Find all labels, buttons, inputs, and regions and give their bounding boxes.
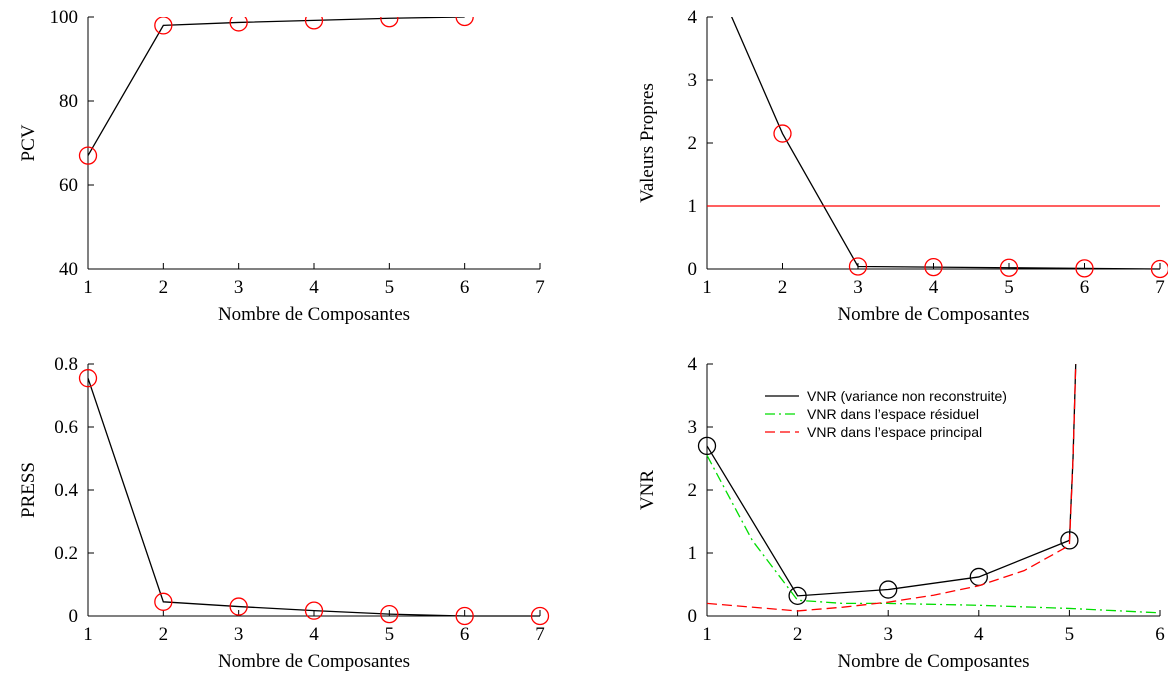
- x-tick-label: 7: [535, 277, 545, 298]
- data-point: [773, 124, 792, 143]
- data-point: [697, 436, 717, 456]
- x-tick-label: 7: [535, 624, 545, 645]
- data-point: [304, 17, 324, 30]
- y-axis-label: PCV: [18, 124, 39, 161]
- y-tick-label: 4: [688, 7, 698, 28]
- x-tick-label: 6: [460, 277, 470, 298]
- data-point: [530, 606, 550, 626]
- plot-area: [707, 17, 1168, 279]
- x-tick-label: 1: [702, 277, 712, 298]
- x-tick-label: 3: [853, 277, 863, 298]
- data-point: [999, 258, 1019, 277]
- data-point: [154, 17, 173, 35]
- series-line-1: [731, 17, 1161, 270]
- x-tick-label: 1: [702, 624, 712, 645]
- data-point: [154, 592, 173, 611]
- y-tick-label: 0.4: [54, 480, 78, 501]
- y-tick-label: 0: [688, 606, 698, 627]
- data-point: [1060, 531, 1079, 550]
- y-axis-label: Valeurs Propres: [637, 83, 658, 203]
- x-tick-label: 3: [234, 624, 244, 645]
- data-point: [78, 146, 98, 165]
- y-tick-label: 4: [688, 354, 698, 375]
- x-tick-label: 7: [1155, 277, 1165, 298]
- x-tick-label: 2: [159, 277, 169, 298]
- y-tick-label: 2: [688, 133, 698, 154]
- y-axis-label: VNR: [637, 470, 658, 510]
- x-tick-label: 6: [460, 624, 470, 645]
- x-tick-label: 5: [385, 624, 395, 645]
- y-tick-label: 1: [688, 543, 698, 564]
- plot-area: [78, 369, 550, 626]
- y-tick-label: 3: [688, 417, 698, 438]
- y-tick-label: 0: [69, 606, 79, 627]
- y-axis-label: PRESS: [18, 462, 39, 518]
- data-point: [788, 586, 807, 605]
- x-axis-label: Nombre de Composantes: [218, 304, 410, 325]
- data-point: [1075, 259, 1094, 278]
- data-point: [229, 17, 248, 32]
- x-tick-label: 1: [83, 624, 93, 645]
- y-tick-label: 2: [688, 480, 698, 501]
- x-tick-label: 4: [309, 624, 319, 645]
- data-point: [455, 606, 474, 626]
- series-line-1: [87, 377, 540, 617]
- x-tick-label: 5: [385, 277, 395, 298]
- data-point: [78, 369, 98, 388]
- y-tick-label: 40: [59, 259, 78, 280]
- data-point: [229, 597, 248, 616]
- y-tick-label: 3: [688, 70, 698, 91]
- x-axis-label: Nombre de Composantes: [837, 304, 1029, 325]
- x-tick-label: 6: [1155, 624, 1165, 645]
- x-tick-label: 3: [234, 277, 244, 298]
- y-tick-label: 0.6: [54, 417, 78, 438]
- legend: VNR (variance non reconstruite) VNR dans …: [765, 388, 1007, 440]
- y-tick-label: 0.8: [54, 354, 78, 375]
- y-tick-label: 60: [59, 175, 78, 196]
- series-line-1: [87, 17, 465, 156]
- x-tick-label: 6: [1080, 277, 1090, 298]
- x-tick-label: 5: [1004, 277, 1014, 298]
- x-tick-label: 4: [974, 624, 984, 645]
- x-tick-label: 5: [1065, 624, 1075, 645]
- x-tick-label: 1: [83, 277, 93, 298]
- data-point: [380, 17, 399, 28]
- data-point: [879, 580, 898, 599]
- series-line-1: [706, 364, 1077, 597]
- series-line-3: [706, 364, 1077, 612]
- x-tick-label: 2: [793, 624, 803, 645]
- x-tick-label: 3: [883, 624, 893, 645]
- y-tick-label: 100: [50, 7, 79, 28]
- legend-entry: VNR dans l’espace résiduel: [807, 406, 979, 422]
- x-tick-label: 4: [309, 277, 319, 298]
- data-point: [304, 601, 324, 620]
- y-tick-label: 0.2: [54, 543, 78, 564]
- legend-entry: VNR dans l’espace principal: [807, 424, 982, 440]
- x-axis-label: Nombre de Composantes: [837, 651, 1029, 672]
- series-line-2: [706, 455, 1161, 614]
- subplot-1: 1 2 3 4 5 6 7 40 60 80 100 Nombre de Composantes PCV: [18, 7, 545, 325]
- legend-entry: VNR (variance non reconstruite): [807, 388, 1007, 404]
- plot-area: [697, 364, 1161, 614]
- data-point: [455, 17, 474, 27]
- y-tick-label: 80: [59, 91, 78, 112]
- x-tick-label: 2: [159, 624, 169, 645]
- subplot-3: 1 2 3 4 5 6 7 0 0.2 0.4 0.6 0.8 Nombre de Composante…: [18, 354, 550, 672]
- plot-area: [78, 17, 474, 165]
- y-tick-label: 1: [688, 196, 698, 217]
- y-tick-label: 0: [688, 259, 698, 280]
- x-axis-label: Nombre de Composantes: [218, 651, 410, 672]
- x-tick-label: 2: [778, 277, 788, 298]
- x-tick-label: 4: [929, 277, 939, 298]
- data-point: [380, 604, 399, 624]
- data-point: [848, 257, 868, 276]
- data-point: [1150, 259, 1168, 279]
- data-point: [924, 257, 943, 277]
